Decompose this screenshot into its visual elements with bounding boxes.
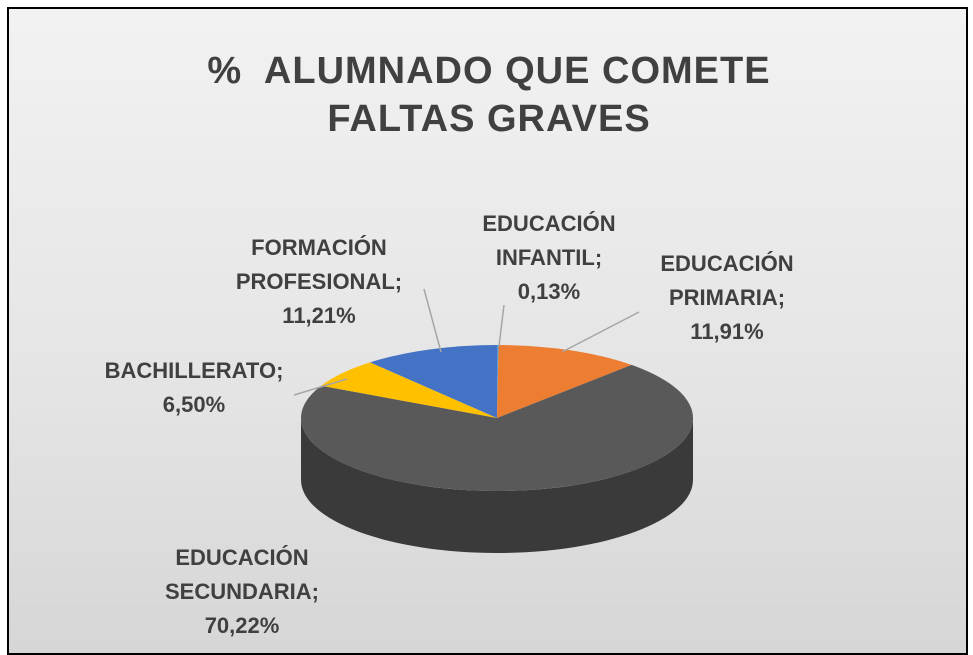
label-text: EDUCACIÓN INFANTIL <box>482 211 616 270</box>
label-text: ; <box>311 579 319 604</box>
data-label: FORMACIÓN PROFESIONAL; 11,21% <box>224 231 414 333</box>
label-text: 6,50% <box>162 392 226 417</box>
label-text: BACHILLERATO <box>104 358 277 383</box>
label-text: ; <box>594 245 603 270</box>
label-text: EDUCACIÓN PRIMARIA <box>660 251 794 310</box>
pie-slice <box>497 345 632 418</box>
pie-canvas <box>293 288 693 553</box>
pie-slice <box>497 345 499 418</box>
data-label: BACHILLERATO; 6,50% <box>74 354 314 422</box>
pie-slice <box>321 362 497 418</box>
label-text: 11,91% <box>690 319 764 344</box>
chart-title: % ALUMNADO QUE COMETE FALTAS GRAVES <box>207 50 783 140</box>
pie-slice <box>301 364 693 491</box>
label-text: 11,21% <box>282 303 356 328</box>
label-text: EDUCACIÓN SECUNDARIA <box>164 545 312 604</box>
leader-line <box>293 378 348 396</box>
chart: % ALUMNADO QUE COMETE FALTAS GRAVES EDUC… <box>7 7 968 655</box>
label-text: ; <box>394 269 403 294</box>
data-label: EDUCACIÓN SECUNDARIA; 70,22% <box>147 541 337 643</box>
label-text: 0,13% <box>517 279 581 304</box>
label-text: 70,22% <box>204 613 280 638</box>
data-label: EDUCACIÓN PRIMARIA; 11,91% <box>632 247 822 349</box>
label-text: ; <box>777 285 786 310</box>
leader-line <box>498 304 505 347</box>
label-text: ; <box>276 358 284 383</box>
label-text: FORMACIÓN PROFESIONAL <box>235 235 395 294</box>
data-label: EDUCACIÓN INFANTIL; 0,13% <box>454 207 644 309</box>
leader-line <box>561 311 640 353</box>
leader-line <box>423 288 442 353</box>
pie-slice-side <box>301 418 693 553</box>
pie-slice <box>370 345 497 418</box>
